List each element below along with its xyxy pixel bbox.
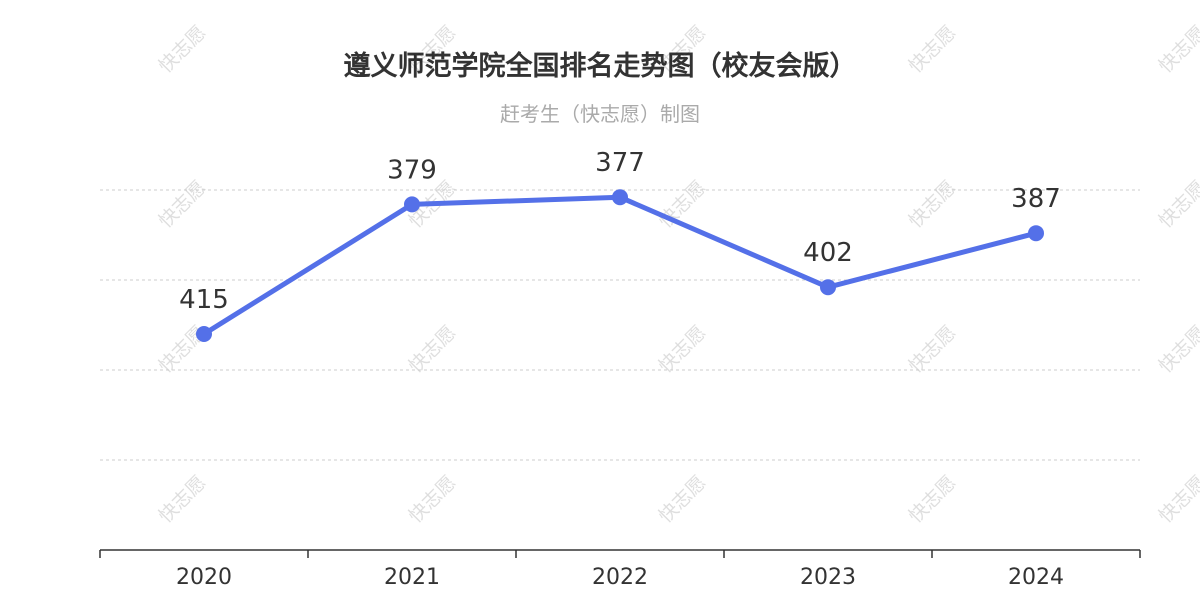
series-ranking: 415 379 377 402 387: [179, 148, 1061, 342]
watermark-text: 快志愿: [905, 177, 961, 233]
data-label: 387: [1011, 184, 1061, 214]
watermark-text: 快志愿: [905, 322, 961, 378]
data-point: [404, 196, 420, 213]
chart-subtitle: 赶考生（快志愿）制图: [500, 102, 700, 126]
watermark-text: 快志愿: [1155, 472, 1200, 528]
watermark-text: 快志愿: [655, 22, 711, 78]
data-point: [612, 189, 628, 206]
data-point: [1028, 225, 1044, 242]
grid-lines: [100, 189, 1140, 461]
chart-title: 遵义师范学院全国排名走势图（校友会版）: [343, 51, 857, 82]
watermark-text: 快志愿: [155, 177, 211, 233]
data-point: [196, 326, 212, 342]
watermark-text: 快志愿: [1155, 322, 1200, 378]
data-point: [820, 279, 836, 296]
watermark-text: 快志愿: [155, 472, 211, 528]
watermark-text: 快志愿: [155, 22, 211, 78]
data-label: 379: [387, 155, 437, 185]
watermark-text: 快志愿: [405, 322, 461, 378]
x-tick-label: 2024: [1008, 565, 1064, 590]
x-tick-label: 2021: [384, 565, 440, 590]
watermark-text: 快志愿: [405, 22, 461, 78]
data-label: 402: [803, 238, 853, 268]
watermark-text: 快志愿: [905, 22, 961, 78]
watermark-layer: 快志愿快志愿快志愿快志愿快志愿快志愿快志愿快志愿快志愿快志愿快志愿快志愿快志愿快…: [155, 22, 1200, 528]
watermark-text: 快志愿: [655, 322, 711, 378]
data-label: 377: [595, 148, 645, 178]
watermark-text: 快志愿: [905, 472, 961, 528]
watermark-text: 快志愿: [1155, 177, 1200, 233]
data-label: 415: [179, 285, 229, 315]
watermark-text: 快志愿: [1155, 22, 1200, 78]
x-tick-label: 2022: [592, 565, 648, 590]
watermark-text: 快志愿: [655, 472, 711, 528]
x-axis: 2020 2021 2022 2023 2024: [99, 549, 1141, 590]
watermark-text: 快志愿: [405, 472, 461, 528]
x-tick-label: 2023: [800, 565, 856, 590]
x-tick-label: 2020: [176, 565, 232, 590]
